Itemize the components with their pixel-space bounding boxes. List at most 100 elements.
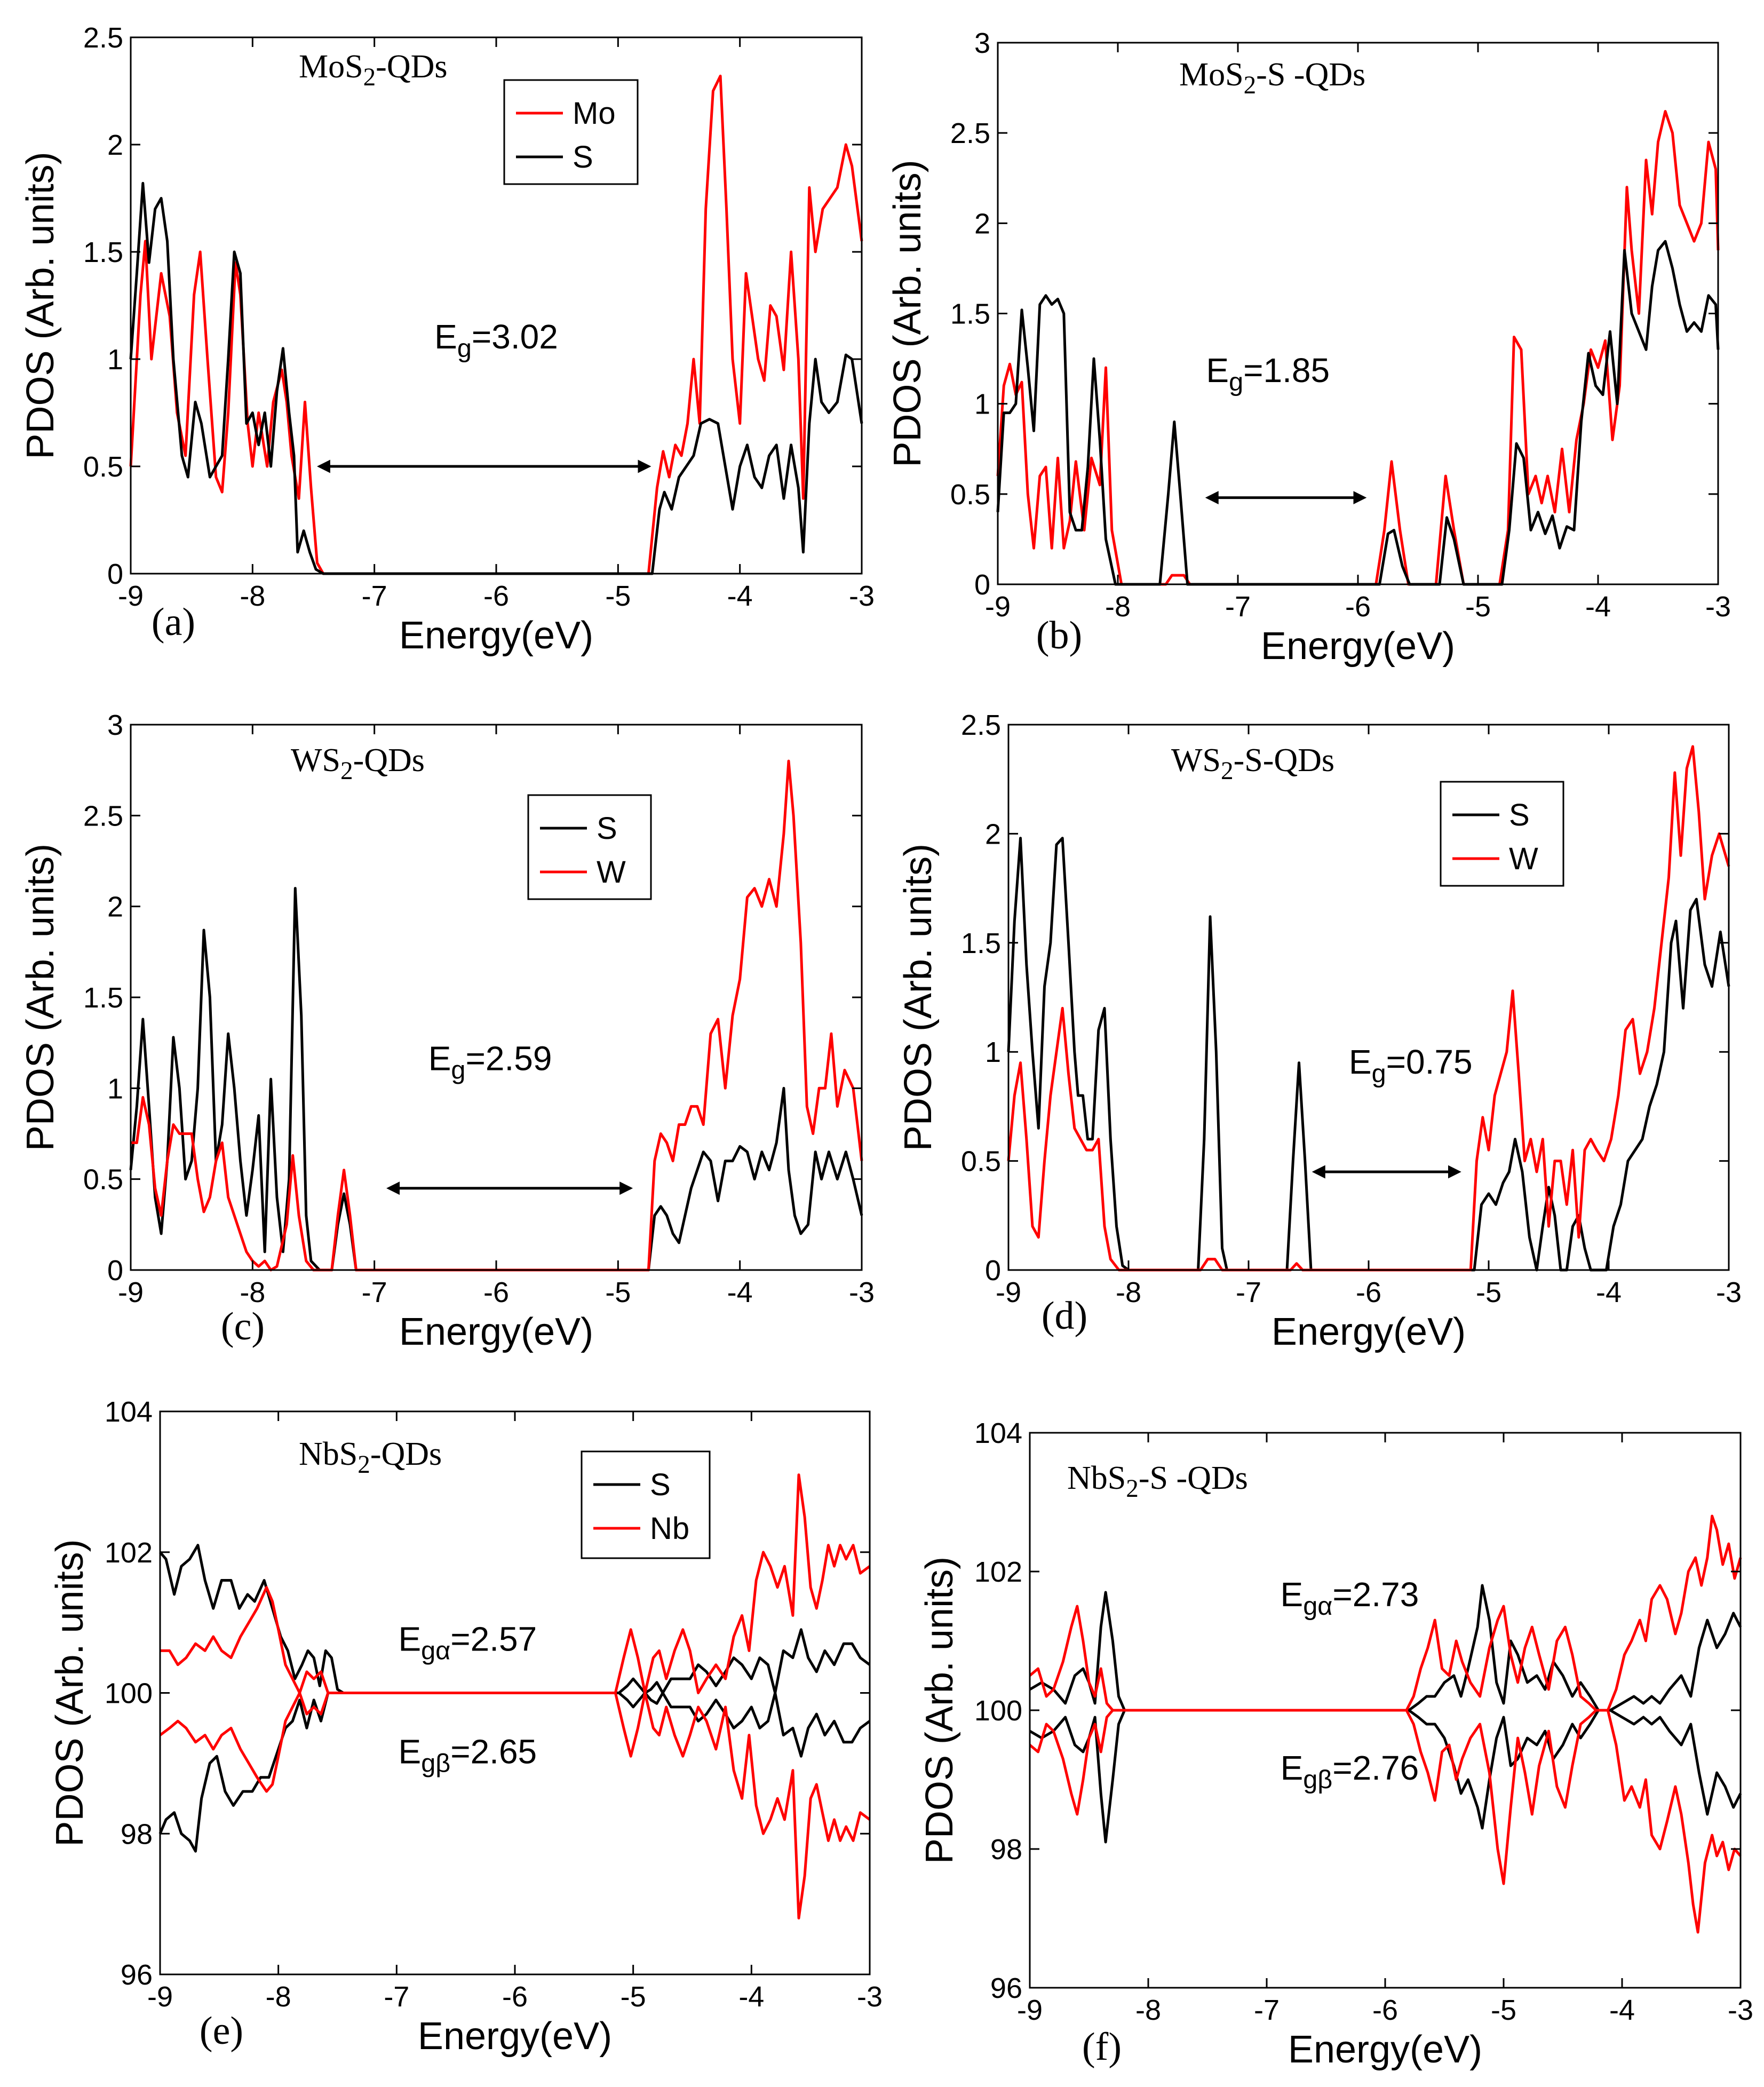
y-tick-label: 0 bbox=[107, 558, 123, 590]
legend-entry: S bbox=[650, 1467, 671, 1502]
y-axis-label: PDOS (Arb. units) bbox=[19, 152, 62, 459]
y-tick-label: 100 bbox=[105, 1678, 153, 1710]
x-tick-label: -3 bbox=[849, 1276, 875, 1308]
series-line bbox=[129, 181, 863, 575]
legend-entry: W bbox=[1509, 842, 1538, 876]
pdos-panel: -9 -8 -7 -6 -5 -4 -3 96 98 100 102 104 Energy(eV) PDO… bbox=[49, 1396, 883, 2058]
x-axis-label: Energy(eV) bbox=[418, 2015, 612, 2058]
x-tick-label: -6 bbox=[483, 1276, 509, 1308]
y-tick-label: 0 bbox=[107, 1255, 123, 1287]
pdos-panel: -9 -8 -7 -6 -5 -4 -3 0 0.5 1 1.5 2 2.5 3 Energy(eV) PDO… bbox=[19, 709, 875, 1353]
y-tick-label: 0 bbox=[985, 1255, 1001, 1287]
series-line bbox=[996, 110, 1720, 586]
pdos-panel: -9 -8 -7 -6 -5 -4 -3 0 0.5 1 1.5 2 2.5 Energy(eV) PDOS… bbox=[897, 709, 1742, 1353]
y-tick-label: 1.5 bbox=[961, 927, 1001, 959]
pdos-panel: -9 -8 -7 -6 -5 -4 -3 0 0.5 1 1.5 2 2.5 3 Energy(eV) PDO… bbox=[886, 27, 1731, 668]
legend: Mo S bbox=[503, 79, 639, 185]
x-axis-label: Energy(eV) bbox=[1288, 2028, 1482, 2071]
x-tick-label: -8 bbox=[240, 1276, 265, 1308]
y-tick-label: 3 bbox=[974, 27, 990, 59]
x-tick-label: -5 bbox=[1491, 1994, 1516, 2026]
series-line bbox=[160, 1473, 871, 1694]
panel-label: (a) bbox=[152, 600, 195, 644]
panel-title: MoS2-S -QDs bbox=[1179, 57, 1365, 99]
y-axis-label: PDOS (Arb. units) bbox=[49, 1539, 91, 1846]
band-gap-label: Eg=1.85 bbox=[1206, 351, 1330, 396]
y-tick-label: 2.5 bbox=[83, 800, 123, 832]
y-tick-label: 2 bbox=[107, 891, 123, 923]
panel-title: WS2-QDs bbox=[291, 742, 425, 785]
y-tick-label: 0.5 bbox=[83, 1164, 123, 1196]
series-line bbox=[158, 1692, 871, 1853]
x-axis-label: Energy(eV) bbox=[1261, 625, 1455, 668]
x-tick-label: -7 bbox=[362, 1276, 387, 1308]
series-line bbox=[129, 887, 863, 1272]
y-tick-label: 2.5 bbox=[961, 709, 1001, 741]
x-tick-label: -6 bbox=[483, 580, 509, 612]
series-line bbox=[1007, 745, 1730, 1272]
pdos-panel: -9 -8 -7 -6 -5 -4 -3 0 0.5 1 1.5 2 2.5 Energy(eV) PDOS… bbox=[19, 22, 875, 657]
x-tick-label: -4 bbox=[1596, 1276, 1622, 1308]
x-tick-label: -6 bbox=[502, 1981, 528, 2013]
legend-entry: S bbox=[597, 811, 617, 846]
x-tick-label: -5 bbox=[605, 1276, 631, 1308]
x-tick-label: -8 bbox=[1116, 1276, 1141, 1308]
legend: S Nb bbox=[581, 1450, 711, 1559]
panel-label: (b) bbox=[1036, 614, 1082, 657]
band-gap-label: Egβ=2.65 bbox=[399, 1732, 537, 1777]
legend-box bbox=[1440, 781, 1564, 887]
legend-entry: Nb bbox=[650, 1511, 689, 1546]
panel-label: (e) bbox=[200, 2009, 243, 2053]
y-tick-label: 98 bbox=[990, 1834, 1022, 1866]
x-tick-label: -5 bbox=[605, 580, 631, 612]
band-gap-label: Egβ=2.76 bbox=[1281, 1749, 1419, 1794]
panel-label: (d) bbox=[1042, 1294, 1087, 1338]
legend-entry: S bbox=[573, 140, 593, 174]
x-tick-label: -6 bbox=[1356, 1276, 1381, 1308]
x-tick-label: -7 bbox=[1225, 591, 1251, 623]
x-tick-label: -5 bbox=[621, 1981, 646, 2013]
x-tick-label: -3 bbox=[1705, 591, 1731, 623]
x-tick-label: -4 bbox=[738, 1981, 764, 2013]
x-tick-label: -9 bbox=[1017, 1994, 1043, 2026]
legend-entry: W bbox=[597, 855, 626, 890]
x-tick-label: -3 bbox=[1716, 1276, 1742, 1308]
plot-frame bbox=[997, 42, 1719, 585]
x-tick-label: -5 bbox=[1465, 591, 1491, 623]
y-tick-label: 100 bbox=[974, 1695, 1022, 1727]
legend-entry: Mo bbox=[573, 96, 616, 131]
y-tick-label: 102 bbox=[105, 1537, 153, 1569]
band-gap-label: Eg=0.75 bbox=[1349, 1043, 1473, 1088]
x-tick-label: -9 bbox=[118, 1276, 144, 1308]
series-line bbox=[159, 1692, 871, 1919]
x-tick-label: -8 bbox=[1135, 1994, 1161, 2026]
y-tick-label: 0.5 bbox=[83, 451, 123, 483]
y-tick-label: 96 bbox=[121, 1959, 153, 1991]
y-tick-label: 3 bbox=[107, 709, 123, 741]
y-tick-label: 102 bbox=[974, 1556, 1022, 1588]
legend-box bbox=[503, 79, 639, 185]
series-line bbox=[1029, 1709, 1742, 1934]
y-tick-label: 1.5 bbox=[950, 298, 990, 330]
y-tick-label: 1.5 bbox=[83, 982, 123, 1014]
y-tick-label: 104 bbox=[105, 1396, 153, 1428]
y-tick-label: 1 bbox=[974, 388, 990, 420]
legend: SW bbox=[1440, 781, 1564, 887]
x-tick-label: -3 bbox=[849, 580, 875, 612]
plot-frame bbox=[1007, 724, 1730, 1271]
y-tick-label: 2 bbox=[974, 208, 990, 240]
x-axis-label: Energy(eV) bbox=[399, 1311, 593, 1353]
legend-entry: S bbox=[1509, 798, 1530, 832]
x-tick-label: -7 bbox=[384, 1981, 409, 2013]
pdos-panel: -9 -8 -7 -6 -5 -4 -3 96 98 100 102 104 Energy(eV) PDO… bbox=[918, 1417, 1753, 2071]
x-tick-label: -8 bbox=[1105, 591, 1131, 623]
x-tick-label: -4 bbox=[1609, 1994, 1635, 2026]
y-tick-label: 2.5 bbox=[950, 117, 990, 149]
x-tick-label: -5 bbox=[1476, 1276, 1501, 1308]
x-axis-label: Energy(eV) bbox=[399, 614, 593, 657]
panel-label: (c) bbox=[221, 1305, 265, 1348]
x-tick-label: -3 bbox=[857, 1981, 883, 2013]
y-tick-label: 1 bbox=[985, 1036, 1001, 1068]
series-line bbox=[131, 759, 863, 1272]
y-tick-label: 0 bbox=[974, 569, 990, 601]
